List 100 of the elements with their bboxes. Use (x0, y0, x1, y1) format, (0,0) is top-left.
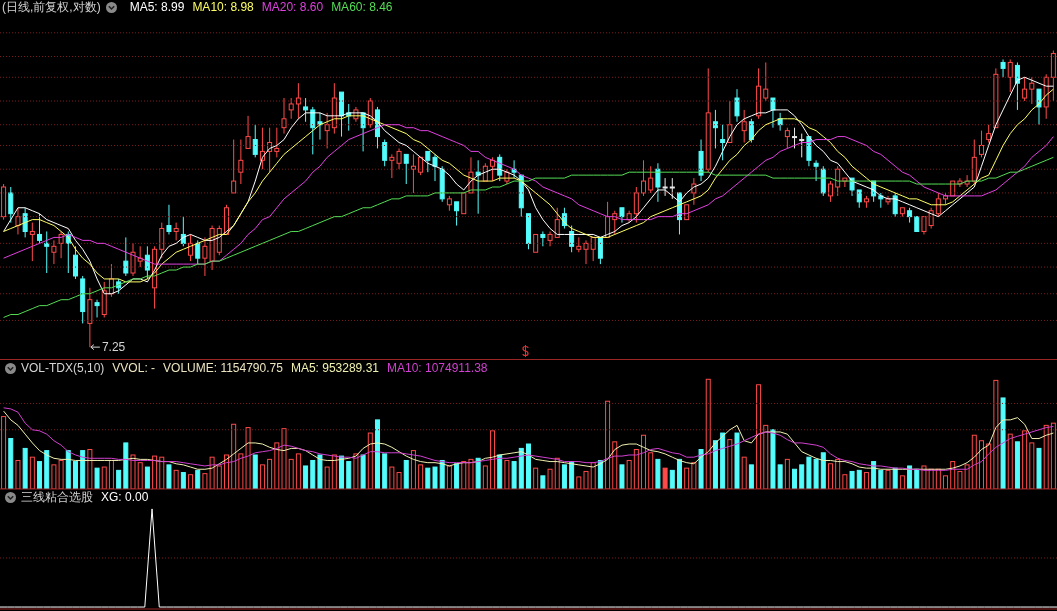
bar (705, 378, 711, 489)
candlestick (691, 177, 697, 206)
bar (432, 466, 438, 489)
bar (482, 465, 488, 489)
bar (267, 458, 273, 489)
bar (993, 379, 999, 489)
text: MA20: 8.60 (261, 0, 324, 15)
bar (137, 462, 143, 489)
bar (231, 423, 237, 489)
candlestick (267, 127, 273, 173)
bar (1014, 441, 1020, 489)
bar (626, 459, 632, 489)
bar (554, 457, 560, 489)
bar (561, 464, 567, 489)
bar (101, 466, 107, 489)
bar (339, 455, 345, 489)
bar (446, 465, 452, 489)
bar (748, 464, 754, 489)
bar (684, 467, 690, 489)
bar (1000, 397, 1006, 489)
bar (792, 468, 798, 489)
bar (418, 464, 424, 489)
bar (511, 461, 517, 489)
bar (72, 461, 78, 489)
text: MA10: 1074911.38 (386, 360, 488, 376)
bar (324, 466, 330, 489)
bar (943, 475, 949, 489)
bar (1043, 424, 1049, 489)
candlestick (94, 299, 100, 318)
candlestick (51, 239, 57, 265)
bar (784, 458, 790, 489)
bar (130, 454, 136, 489)
bar (583, 470, 589, 489)
bar (123, 442, 129, 489)
candlestick (281, 97, 287, 135)
chart-title: (日线,前复权,对数) (2, 0, 101, 15)
bar (1036, 447, 1042, 489)
bar (899, 475, 905, 489)
candlestick (1007, 58, 1013, 93)
bar (590, 462, 596, 489)
bar (676, 458, 682, 489)
bar (914, 468, 920, 489)
bar (310, 459, 316, 489)
bar (403, 459, 409, 489)
bar (842, 474, 848, 489)
candlestick (331, 82, 337, 135)
text: MA10: 8.98 (192, 0, 254, 15)
text: MA5: 953289.31 (290, 360, 379, 376)
bar (907, 465, 913, 489)
candlestick (712, 109, 718, 149)
bar (223, 454, 229, 489)
bar (180, 472, 186, 489)
bar (619, 464, 625, 489)
bar (720, 432, 726, 489)
candlestick (1043, 73, 1049, 120)
bar (331, 454, 337, 489)
candlestick (885, 195, 891, 206)
bar (655, 458, 661, 489)
bar (195, 469, 201, 489)
bar (928, 468, 934, 489)
candlestick (238, 139, 244, 185)
bar (1022, 430, 1028, 489)
bar (863, 472, 869, 489)
candlestick (655, 162, 661, 203)
bar (166, 464, 172, 489)
bar (475, 457, 481, 489)
bar (835, 458, 841, 489)
candlestick (734, 88, 740, 123)
bar (382, 453, 388, 489)
bar (935, 468, 941, 489)
bar (288, 458, 294, 489)
bar (461, 461, 467, 489)
bar (188, 474, 194, 489)
bar (367, 432, 373, 489)
annotation: 7.25 (101, 340, 126, 355)
text: VOLUME: 1154790.75 (163, 360, 283, 376)
bar (353, 453, 359, 489)
candlestick (58, 230, 64, 259)
bar (65, 450, 71, 489)
bar (827, 463, 833, 489)
candlestick (130, 242, 136, 277)
bar (950, 461, 956, 489)
bar (152, 455, 158, 489)
bar (799, 464, 805, 489)
bar (159, 456, 165, 489)
bar (29, 456, 35, 489)
candlestick (152, 245, 158, 310)
bar (144, 466, 150, 489)
candlestick (813, 159, 819, 182)
bar (734, 432, 740, 489)
bar (820, 452, 826, 489)
bar (605, 400, 611, 489)
bar (274, 442, 280, 489)
bar (1050, 422, 1056, 489)
bar (698, 449, 704, 489)
chart-title: 三线粘合选股 (21, 490, 93, 504)
bar (116, 469, 122, 489)
text: VVOL: - (112, 360, 156, 376)
candlestick (698, 139, 704, 182)
bar (173, 469, 179, 489)
